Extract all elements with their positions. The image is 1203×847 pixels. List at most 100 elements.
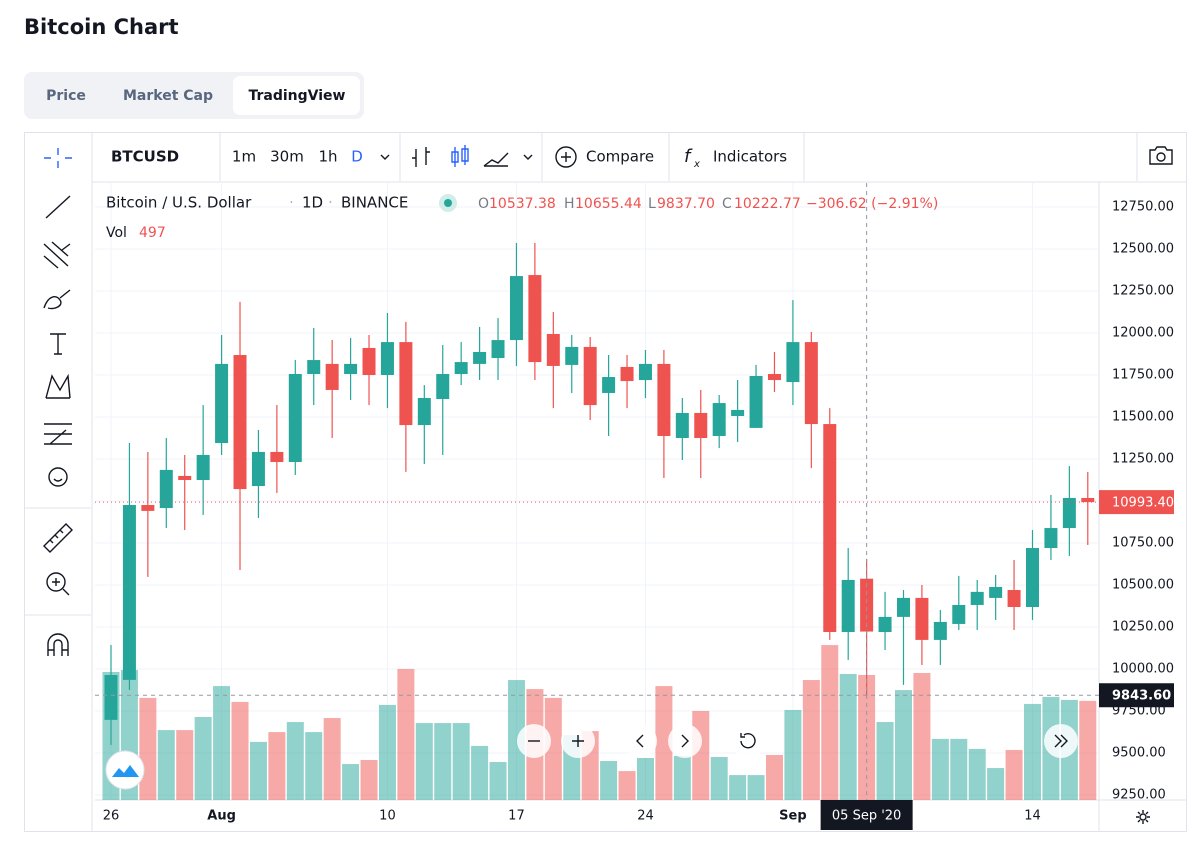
y-tick-label: 12750.00	[1112, 200, 1174, 215]
legend-exchange: BINANCE	[341, 194, 408, 212]
pattern-tool[interactable]	[45, 373, 71, 399]
candle-body	[159, 469, 173, 509]
zoom-tool-plus	[52, 578, 70, 596]
brush-tool[interactable]	[43, 289, 71, 310]
volume-bar	[968, 748, 986, 800]
compare-icon[interactable]	[555, 146, 577, 168]
y-tick-label: 9250.00	[1112, 787, 1166, 802]
scroll-right[interactable]	[668, 724, 702, 758]
ohlc-key: C	[722, 196, 732, 212]
settings-core	[1139, 813, 1147, 821]
compare-button[interactable]: Compare	[586, 148, 654, 166]
volume-bar	[378, 704, 396, 800]
volume-bar	[636, 757, 654, 800]
volume-bar	[950, 738, 968, 800]
volume-bar	[618, 771, 636, 800]
volume-bar	[1005, 749, 1023, 800]
last-price: 10993.40	[1112, 496, 1174, 511]
candle-body	[270, 451, 284, 463]
ohlc-key: O	[478, 196, 489, 212]
candle-body	[731, 409, 745, 416]
candles-style[interactable]	[451, 145, 469, 167]
candle-body	[141, 505, 155, 511]
volume-bar	[931, 738, 949, 800]
area-style[interactable]	[483, 152, 509, 167]
candle-body	[417, 398, 431, 426]
legend-dot: ·	[289, 194, 294, 212]
compare-icon-plus	[561, 152, 571, 162]
y-tick-label: 10750.00	[1112, 535, 1174, 550]
prediction-tool[interactable]	[44, 423, 72, 445]
candle-body	[694, 412, 708, 438]
volume-bar	[784, 709, 802, 800]
magnet-tool[interactable]	[47, 633, 69, 656]
tab[interactable]: TradingView	[249, 88, 346, 104]
volume-bar	[194, 717, 212, 800]
volume-bar	[249, 741, 267, 800]
style-dropdown[interactable]	[523, 154, 533, 160]
volume-bar	[213, 686, 231, 800]
indicators-icon[interactable]: f	[684, 146, 693, 167]
volume-bar	[802, 680, 820, 800]
candle-body	[786, 342, 800, 383]
y-tick-label: 11500.00	[1112, 409, 1174, 424]
x-tick-label: 10	[379, 809, 396, 824]
screenshot-lens	[1156, 152, 1166, 162]
volume-bar	[157, 730, 175, 800]
candle-body	[196, 454, 210, 480]
y-tick-label: 12000.00	[1112, 326, 1174, 341]
candle-body	[307, 360, 321, 374]
volume-bar	[894, 690, 912, 800]
volume-bar	[1024, 703, 1041, 800]
candle-body	[583, 346, 597, 406]
page-title: Bitcoin Chart	[24, 15, 179, 39]
emoji-tool[interactable]	[48, 467, 68, 487]
interval[interactable]: 1h	[318, 148, 337, 166]
volume-bar	[507, 680, 525, 800]
scroll-left[interactable]	[623, 724, 657, 758]
candle-body	[104, 675, 118, 720]
ohlc-legend: O 10537.38 H 10655.44 L 9837.70 C 10222.…	[106, 196, 938, 241]
tab[interactable]: Market Cap	[123, 88, 213, 104]
ruler-tool[interactable]	[43, 523, 73, 553]
volume-bar	[710, 756, 728, 800]
candle-body	[657, 363, 671, 436]
volume-bar	[489, 762, 507, 800]
bars-style[interactable]	[412, 147, 430, 167]
volume-bar	[342, 764, 360, 800]
crosshair-tool[interactable]	[44, 148, 72, 168]
candle-body	[602, 377, 616, 393]
reset[interactable]	[731, 724, 765, 758]
ohlc-value: 10655.44	[575, 196, 642, 212]
candle-body	[288, 373, 302, 463]
zoom-tool[interactable]	[46, 572, 66, 592]
tv-logo[interactable]	[105, 750, 145, 790]
interval-active[interactable]: D	[351, 148, 363, 166]
active-tab-bg	[233, 76, 360, 115]
change: −306.62 (−2.91%)	[806, 196, 938, 212]
candle-body	[178, 475, 192, 480]
fib-tool[interactable]	[43, 241, 71, 269]
candle-body	[933, 621, 947, 640]
settings[interactable]	[1136, 810, 1150, 824]
symbol[interactable]: BTCUSD	[111, 148, 179, 166]
ohlc-value: 10222.77	[734, 196, 801, 212]
candle-body	[473, 351, 487, 364]
candle-body	[970, 591, 984, 605]
candle-body	[1081, 497, 1095, 503]
screenshot-button[interactable]	[1149, 146, 1173, 165]
trend-line-tool[interactable]	[45, 195, 71, 219]
ohlc-value: 9837.70	[657, 196, 715, 212]
candle-body	[380, 342, 394, 376]
indicators-button[interactable]: Indicators	[713, 148, 787, 166]
interval-dropdown[interactable]	[380, 154, 390, 160]
candle-body	[989, 586, 1003, 598]
volume-bar	[305, 732, 323, 800]
interval[interactable]: 1m	[232, 148, 256, 166]
volume-bar	[397, 668, 415, 800]
text-tool[interactable]	[50, 333, 66, 355]
tab[interactable]: Price	[46, 88, 86, 104]
volume-bar	[821, 645, 839, 800]
candle-body	[399, 342, 413, 426]
interval[interactable]: 30m	[270, 148, 304, 166]
